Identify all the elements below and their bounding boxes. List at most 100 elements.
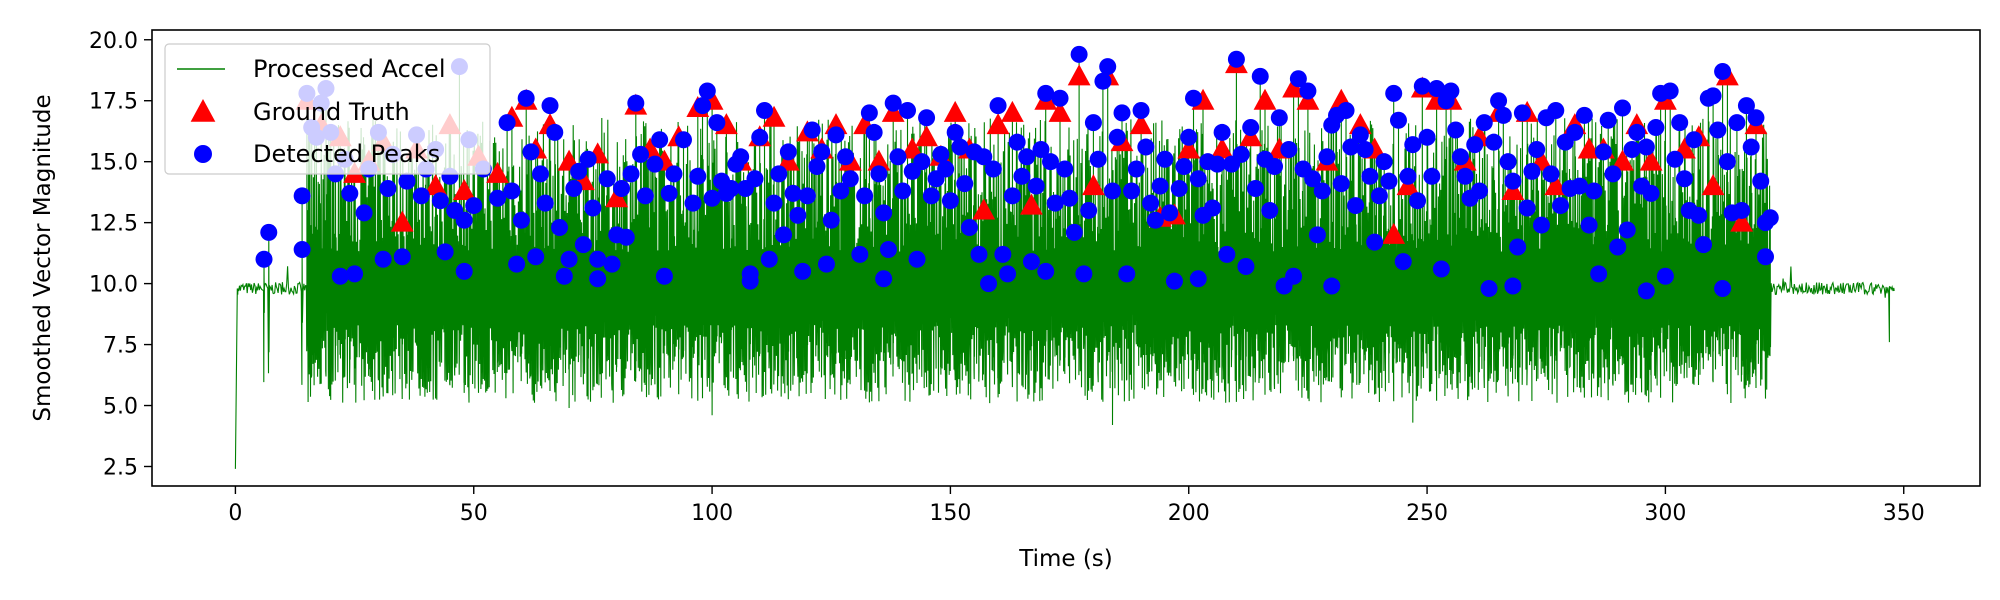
detected-peak-marker xyxy=(1180,128,1198,146)
detected-peak-marker xyxy=(1032,140,1050,158)
detected-peak-marker xyxy=(1375,153,1393,171)
detected-peak-marker xyxy=(918,109,936,127)
detected-peak-marker xyxy=(1490,92,1508,110)
ground-truth-marker xyxy=(486,161,509,183)
ground-truth-marker xyxy=(1129,113,1153,135)
detected-peak-marker xyxy=(1456,167,1474,185)
x-tick-label: 50 xyxy=(460,501,488,526)
detected-peak-marker xyxy=(665,165,683,183)
detected-peak-marker xyxy=(984,160,1002,178)
detected-peak-marker xyxy=(1361,167,1379,185)
detected-peak-marker xyxy=(1637,138,1655,156)
detected-peak-marker xyxy=(293,187,311,205)
detected-peak-marker xyxy=(503,182,521,200)
detected-peak-marker xyxy=(841,170,859,188)
detected-peak-marker xyxy=(694,97,712,115)
detected-peak-marker xyxy=(803,121,821,139)
detected-peak-marker xyxy=(431,192,449,210)
detected-peak-marker xyxy=(1485,133,1503,151)
detected-peak-marker xyxy=(894,182,912,200)
ground-truth-marker xyxy=(900,137,924,159)
ground-truth-marker xyxy=(1177,137,1201,159)
detected-peak-marker xyxy=(946,123,964,141)
detected-peak-marker xyxy=(1165,272,1183,290)
y-axis-label: Smoothed Vector Magnitude xyxy=(30,94,56,421)
detected-peak-marker xyxy=(1218,245,1236,263)
detected-peak-marker xyxy=(1757,248,1775,266)
detected-peak-marker xyxy=(613,180,631,198)
detected-peak-marker xyxy=(1137,138,1155,156)
detected-peak-marker xyxy=(1103,182,1121,200)
detected-peak-marker xyxy=(1647,119,1665,137)
legend-label-processed-accel: Processed Accel xyxy=(253,55,446,83)
detected-peak-marker xyxy=(379,180,397,198)
detected-peak-marker xyxy=(908,250,926,268)
detected-peak-marker xyxy=(889,148,907,166)
detected-peak-marker xyxy=(555,267,573,285)
detected-peak-marker xyxy=(732,148,750,166)
detected-peak-marker xyxy=(1013,167,1031,185)
detected-peak-marker xyxy=(1051,89,1069,107)
detected-peak-marker xyxy=(1151,177,1169,195)
detected-peak-marker xyxy=(1695,236,1713,254)
detected-peak-marker xyxy=(1637,282,1655,300)
detected-peak-marker xyxy=(1146,211,1164,229)
x-tick-label: 300 xyxy=(1644,501,1686,526)
detected-peak-marker xyxy=(598,170,616,188)
detected-peak-marker xyxy=(689,167,707,185)
detected-peak-marker xyxy=(1003,187,1021,205)
detected-peak-marker xyxy=(1528,140,1546,158)
ground-truth-marker xyxy=(1000,100,1024,122)
ground-truth-marker xyxy=(1282,76,1306,98)
detected-peak-marker xyxy=(1571,177,1589,195)
detected-peak-marker xyxy=(636,187,654,205)
detected-peak-marker xyxy=(1566,123,1584,141)
detected-peak-marker xyxy=(832,182,850,200)
detected-peak-marker xyxy=(1594,143,1612,161)
detected-peak-marker xyxy=(1380,172,1398,190)
ground-truth-marker xyxy=(1082,174,1105,196)
detected-peak-marker xyxy=(1070,45,1088,63)
y-tick-label: 15.0 xyxy=(89,151,138,176)
detected-peak-marker xyxy=(1242,119,1260,137)
detected-peak-marker xyxy=(1370,187,1388,205)
detected-peak-marker xyxy=(1532,216,1550,234)
detected-peak-marker xyxy=(522,143,540,161)
detected-peak-marker xyxy=(1118,265,1136,283)
detected-peak-marker xyxy=(956,175,974,193)
x-tick-label: 100 xyxy=(691,501,733,526)
detected-peak-marker xyxy=(374,250,392,268)
detected-peak-marker xyxy=(1304,170,1322,188)
plot-frame xyxy=(151,29,1981,487)
detected-peak-marker xyxy=(527,248,545,266)
detected-peak-marker xyxy=(1733,201,1751,219)
y-tick-label: 7.5 xyxy=(103,334,138,359)
detected-peak-marker xyxy=(674,131,692,149)
detected-peak-marker xyxy=(865,123,883,141)
detected-peak-marker xyxy=(1189,170,1207,188)
detected-peak-marker xyxy=(1266,158,1284,176)
detected-peak-marker xyxy=(1761,209,1779,227)
detected-peak-marker xyxy=(436,243,454,261)
ground-truth-marker xyxy=(762,105,786,127)
detected-peak-marker xyxy=(1099,58,1117,76)
detected-peak-marker xyxy=(937,160,955,178)
y-tick-label: 20.0 xyxy=(89,29,138,54)
detected-peak-marker xyxy=(827,126,845,144)
detected-peak-marker xyxy=(1609,238,1627,256)
ground-truth-marker xyxy=(972,198,996,220)
detected-peak-marker xyxy=(1042,153,1060,171)
detected-peak-marker xyxy=(1366,233,1384,251)
ground-truth-marker xyxy=(867,149,891,171)
ground-truth-marker xyxy=(1382,222,1406,244)
detected-peak-marker xyxy=(1227,50,1245,68)
detected-peak-marker xyxy=(1008,133,1026,151)
detected-peak-marker xyxy=(879,240,897,258)
detected-peak-marker xyxy=(779,143,797,161)
detected-peak-marker xyxy=(798,187,816,205)
detected-peak-marker xyxy=(1084,114,1102,132)
detected-peak-marker xyxy=(1385,84,1403,102)
detected-peak-marker xyxy=(393,248,411,266)
detected-peak-marker xyxy=(632,145,650,163)
y-tick-label: 12.5 xyxy=(89,212,138,237)
